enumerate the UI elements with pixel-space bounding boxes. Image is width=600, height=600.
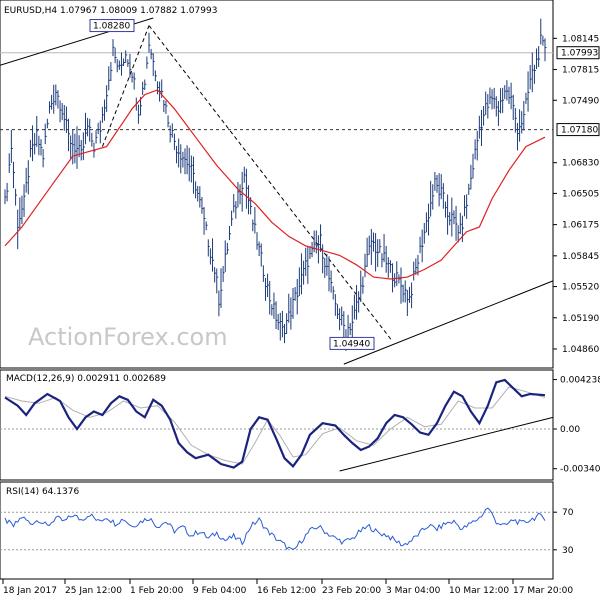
price-tick-label: 1.07490: [562, 96, 599, 106]
lower-support-trendline: [343, 280, 554, 365]
watermark: ActionForex.com: [28, 323, 228, 351]
macd-layer: [0, 378, 554, 472]
price-tick-label: 1.07815: [562, 66, 599, 76]
macd-tick-label: 0.00: [560, 425, 580, 435]
x-tick-label: 17 Mar 20:00: [513, 586, 573, 596]
macd-tick-label: -0.003404: [560, 465, 600, 475]
swing-low-label: 1.04940: [329, 336, 375, 350]
chart-header: EURUSD,H4 1.07967 1.08009 1.07882 1.0799…: [4, 6, 217, 16]
current-price-label: 1.07993: [561, 49, 598, 59]
level-label: 1.07180: [561, 126, 598, 136]
x-tick-label: 9 Feb 04:00: [193, 586, 247, 596]
swing-high-label-box: [89, 19, 135, 33]
rsi-line: [4, 507, 546, 550]
axis-layer: 1.08145 1.07815 1.07490 1.06830 1.06505 1.061…: [2, 34, 600, 596]
x-tick-label: 18 Jan 2017: [3, 586, 57, 596]
x-tick-label: 10 Mar 12:00: [449, 586, 509, 596]
rsi-header: RSI(14) 64.1376: [6, 487, 79, 497]
price-tick-label: 1.05845: [562, 252, 599, 262]
price-tick-label: 1.05190: [562, 314, 599, 324]
price-layer: 1.08280 1.04940: [0, 17, 554, 365]
x-tick-label: 23 Feb 20:00: [322, 586, 381, 596]
macd-trendline: [339, 416, 554, 472]
dashed-trend-up: [101, 25, 150, 147]
x-tick-label: 3 Mar 04:00: [386, 586, 441, 596]
swing-high-label: 1.08280: [89, 19, 135, 33]
macd-tick-label: 0.004238: [560, 376, 600, 386]
price-tick-label: 1.05520: [562, 283, 599, 293]
macd-panel-frame: [0, 369, 554, 481]
x-tick-label: 1 Feb 20:00: [130, 586, 184, 596]
rsi-panel-frame: [0, 481, 554, 580]
price-tick-label: 1.08145: [562, 34, 599, 44]
swing-low-label-text: 1.04940: [333, 339, 370, 349]
price-tick-label: 1.06505: [562, 189, 599, 199]
price-tick-label: 1.06830: [562, 159, 599, 169]
dashed-trend-down: [148, 25, 393, 342]
macd-signal-line: [4, 386, 546, 465]
x-tick-label: 25 Jan 12:00: [65, 586, 122, 596]
macd-line: [4, 378, 546, 469]
swing-high-label-text: 1.08280: [93, 22, 130, 32]
price-panel-frame: [0, 0, 554, 369]
macd-header: MACD(12,26,9) 0.002911 0.002689: [6, 374, 166, 384]
swing-low-label-box: [329, 336, 375, 350]
level-label-box: [556, 123, 600, 137]
price-tick-label: 1.04860: [562, 345, 599, 355]
price-tick-label: 1.06175: [562, 221, 599, 231]
rsi-tick-label: 70: [562, 508, 574, 518]
rsi-layer: [0, 507, 553, 551]
moving-average-line: [4, 89, 546, 280]
current-price-label-box: [556, 46, 600, 60]
rsi-tick-label: 30: [562, 546, 574, 556]
x-tick-label: 16 Feb 12:00: [257, 586, 316, 596]
